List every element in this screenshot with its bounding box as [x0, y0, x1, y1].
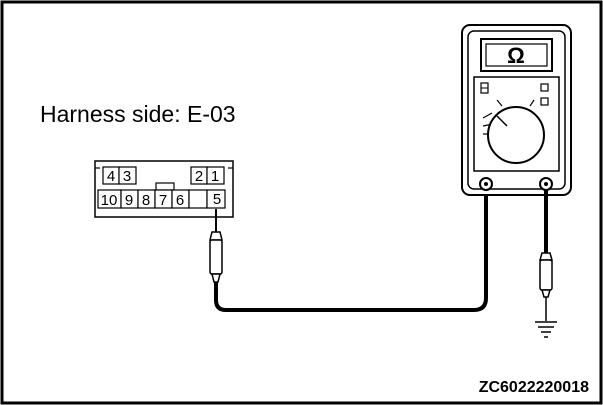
pin-5-label: 5	[213, 191, 221, 208]
ground-icon	[535, 321, 557, 338]
pin-4-label: 4	[107, 168, 115, 185]
rotary-dial-icon	[487, 106, 545, 164]
ohm-symbol: Ω	[507, 43, 525, 68]
dial-pointer	[496, 115, 508, 127]
connector-e03: 4 3 2 1 10 9 8 7 6 5	[94, 160, 234, 218]
meter-display: Ω	[480, 38, 553, 72]
connector-lock-tab	[155, 182, 175, 191]
pin-7-label: 7	[159, 192, 167, 209]
pin-9-label: 9	[125, 192, 133, 209]
pin-2-label: 2	[195, 168, 203, 185]
meter-indicator-icon	[540, 97, 549, 106]
ohmmeter: Ω	[461, 24, 572, 196]
ground-lead	[539, 190, 553, 321]
pin-1-label: 1	[211, 168, 219, 185]
pin-6-label: 6	[176, 192, 184, 209]
figure-code: ZC6022220018	[479, 379, 589, 396]
pin-3-label: 3	[123, 168, 131, 185]
pin-10-label: 10	[101, 192, 118, 209]
meter-indicator-icon	[540, 83, 549, 92]
pin-8-label: 8	[142, 192, 150, 209]
harness-label: Harness side: E-03	[40, 101, 236, 127]
test-lead-wire	[214, 187, 488, 312]
